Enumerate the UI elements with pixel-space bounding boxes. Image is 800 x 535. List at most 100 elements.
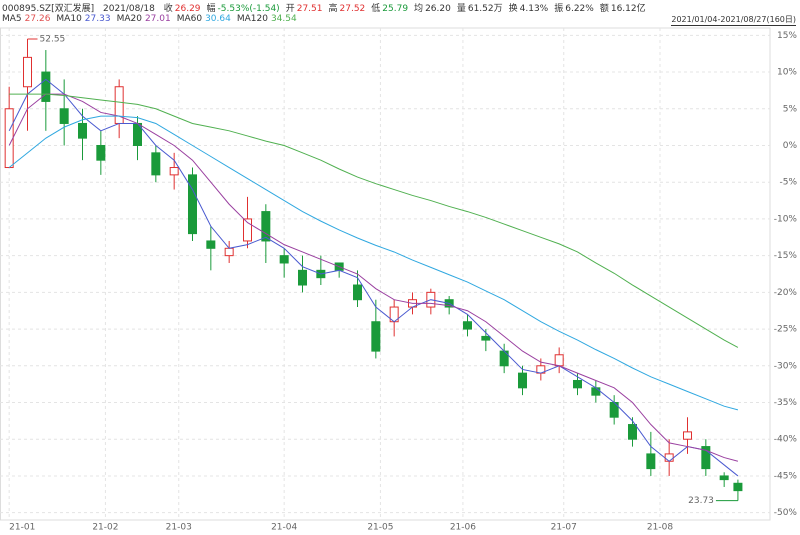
date: 2021/08/18 <box>103 4 155 14</box>
field: 量 61.52万 <box>457 4 503 14</box>
field-value: 26.29 <box>174 4 201 14</box>
ma-line <box>8 115 739 411</box>
date-range: 2021/01/04-2021/08/27(160日) <box>671 15 796 26</box>
field-value: 25.79 <box>382 4 409 14</box>
x-tick-label: 21-03 <box>166 523 192 533</box>
field-label: 额 <box>599 4 609 14</box>
field: 收 26.29 <box>164 4 201 14</box>
candle-body <box>353 284 362 301</box>
ma-item: MA20 27.01 <box>117 14 171 24</box>
candle-body <box>664 453 674 462</box>
ma-name: MA10 <box>56 14 82 24</box>
y-tick-label: -45% <box>774 471 798 481</box>
field-value: 4.13% <box>519 4 549 14</box>
ma-legend: MA5 27.26 MA10 27.33 MA20 27.01 MA60 30.64 MA120… <box>2 14 303 24</box>
field-label: 幅 <box>206 4 216 14</box>
field-label: 开 <box>285 4 295 14</box>
x-tick-label: 21-02 <box>92 523 118 533</box>
x-tick-label: 21-07 <box>551 523 577 533</box>
ma-line <box>9 93 739 348</box>
field-value: 26.20 <box>425 4 451 14</box>
candle-body <box>683 431 692 440</box>
field-label: 高 <box>328 4 338 14</box>
x-tick-label: 21-06 <box>450 523 476 533</box>
y-tick-label: 0% <box>783 141 798 151</box>
candle-body <box>261 211 271 242</box>
field-label: 换 <box>508 4 518 14</box>
candle-body <box>518 372 527 389</box>
ma-value: 27.01 <box>144 14 171 24</box>
ma-item: MA5 27.26 <box>2 14 50 24</box>
candle-body <box>628 424 637 440</box>
candle-body <box>114 86 124 124</box>
candle-body <box>646 453 656 470</box>
ma-value: 34.54 <box>270 14 297 24</box>
candle-body <box>169 167 179 176</box>
x-tick-label: 21-08 <box>647 523 673 533</box>
candle-body <box>23 56 32 88</box>
field: 低 25.79 <box>371 4 408 14</box>
field-value: 27.51 <box>296 4 323 14</box>
y-tick-label: 10% <box>777 68 797 78</box>
y-tick-label: -15% <box>774 251 798 261</box>
ma-item: MA60 30.64 <box>177 14 231 24</box>
field: 额 16.12亿 <box>600 4 646 14</box>
candle-body <box>188 174 197 235</box>
ma-line <box>8 78 739 477</box>
min-label: 23.73 <box>688 496 714 506</box>
x-tick-label: 21-01 <box>9 523 35 533</box>
field-value: 27.52 <box>339 4 366 14</box>
field: 换 4.13% <box>509 4 549 14</box>
code: 000895.SZ[双汇发展] <box>2 4 95 14</box>
candle-body <box>4 108 14 169</box>
field-label: 量 <box>456 4 466 14</box>
x-tick-label: 21-04 <box>271 523 297 533</box>
candle-body <box>719 475 729 481</box>
candle-body <box>243 218 252 242</box>
candle-body <box>151 152 161 176</box>
field: 幅 -5.53%(-1.54) <box>207 4 280 14</box>
candle-body <box>371 321 381 352</box>
candle-body <box>41 71 51 102</box>
candle-body <box>591 387 601 396</box>
ma-item: MA120 34.54 <box>237 14 297 24</box>
y-tick-label: -25% <box>774 325 798 335</box>
field: 均 26.20 <box>414 4 451 14</box>
ma-name: MA20 <box>116 14 142 24</box>
x-tick-label: 21-05 <box>367 523 393 533</box>
y-tick-label: -20% <box>774 288 798 298</box>
candle-body <box>96 144 106 161</box>
ma-value: 27.33 <box>84 14 111 24</box>
ma-name: MA5 <box>2 14 22 24</box>
field-value: 16.12亿 <box>610 4 646 14</box>
ma-value: 27.26 <box>24 14 51 24</box>
ma-value: 30.64 <box>205 14 231 24</box>
y-tick-label: -5% <box>779 178 797 188</box>
candle-body <box>733 482 743 492</box>
field-value: 6.22% <box>565 4 594 14</box>
y-tick-label: -30% <box>774 361 798 371</box>
ma-name: MA120 <box>236 14 268 24</box>
candle-body <box>701 446 711 470</box>
y-tick-label: -40% <box>774 435 798 445</box>
y-tick-label: 15% <box>777 31 797 41</box>
candle-body <box>279 255 289 264</box>
y-tick-label: -10% <box>774 214 798 224</box>
candle-body <box>463 321 472 330</box>
field: 振 6.22% <box>554 4 594 14</box>
max-label: 52.55 <box>40 35 66 45</box>
candle-body <box>573 379 582 389</box>
candle-body <box>554 354 564 367</box>
ma-line <box>8 93 739 462</box>
field-label: 低 <box>371 4 381 14</box>
field-label: 均 <box>414 4 424 14</box>
y-tick-label: 5% <box>783 104 798 114</box>
candle-body <box>59 108 69 124</box>
candle-body <box>481 335 491 341</box>
ma-item: MA10 27.33 <box>56 14 110 24</box>
ma-name: MA60 <box>176 14 203 24</box>
y-tick-label: -35% <box>774 398 798 408</box>
candle-body <box>298 269 307 286</box>
